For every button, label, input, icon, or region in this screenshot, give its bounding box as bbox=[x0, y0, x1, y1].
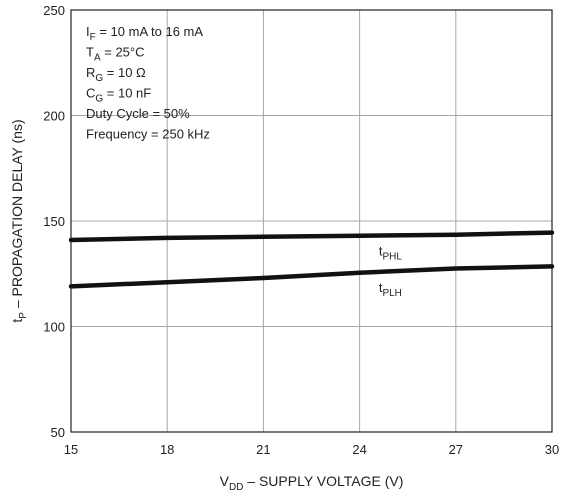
x-tick-label: 15 bbox=[64, 442, 78, 457]
condition-sub: F bbox=[90, 32, 96, 43]
condition-main: I bbox=[86, 24, 90, 39]
condition-sub: G bbox=[95, 94, 103, 105]
y-tick-label: 150 bbox=[43, 214, 65, 229]
condition-line: Duty Cycle = 50% bbox=[86, 106, 190, 121]
y-tick-label: 200 bbox=[43, 109, 65, 124]
x-axis-title-main: V bbox=[220, 473, 230, 489]
condition-main: T bbox=[86, 45, 94, 60]
series-line-tphl bbox=[68, 230, 555, 243]
condition-main: Duty Cycle = 50% bbox=[86, 106, 190, 121]
series-label-tplh: tPLH bbox=[379, 280, 402, 299]
condition-line: IF = 10 mA to 16 mA bbox=[86, 24, 203, 43]
y-tick-label: 50 bbox=[51, 425, 65, 440]
series-label-tphl-sub: PHL bbox=[382, 252, 402, 263]
condition-line: RG = 10 Ω bbox=[86, 65, 146, 84]
y-axis-title: tP – PROPAGATION DELAY (ns) bbox=[9, 119, 29, 322]
x-tick-label: 18 bbox=[160, 442, 174, 457]
y-axis-title-rest: – PROPAGATION DELAY (ns) bbox=[9, 119, 25, 312]
condition-sub: A bbox=[94, 53, 101, 64]
x-tick-label: 27 bbox=[449, 442, 463, 457]
tick-labels: 15 18 21 24 27 30 50 100 150 200 250 bbox=[43, 3, 559, 457]
condition-main: R bbox=[86, 65, 95, 80]
series-line-tplh bbox=[68, 264, 555, 289]
condition-rest: = 25°C bbox=[101, 45, 145, 60]
y-axis-title-sub: P bbox=[18, 312, 29, 319]
data-curves bbox=[68, 230, 555, 289]
condition-line: TA = 25°C bbox=[86, 45, 145, 64]
condition-main: C bbox=[86, 86, 95, 101]
condition-line: Frequency = 250 kHz bbox=[86, 127, 210, 142]
y-tick-label: 100 bbox=[43, 320, 65, 335]
condition-sub: G bbox=[95, 73, 103, 84]
grid-lines bbox=[71, 10, 552, 432]
series-label-tphl: tPHL bbox=[379, 244, 403, 263]
condition-rest: = 10 mA to 16 mA bbox=[96, 24, 204, 39]
series-label-tphl-main: t bbox=[379, 244, 383, 259]
x-axis-title: VDD – SUPPLY VOLTAGE (V) bbox=[220, 473, 404, 493]
x-tick-label: 21 bbox=[256, 442, 270, 457]
x-axis-title-sub: DD bbox=[229, 482, 243, 493]
condition-rest: = 10 nF bbox=[103, 86, 151, 101]
condition-rest: = 10 Ω bbox=[103, 65, 146, 80]
y-axis-title-main: t bbox=[9, 319, 25, 323]
condition-line: CG = 10 nF bbox=[86, 86, 151, 105]
series-label-tplh-sub: PLH bbox=[382, 288, 401, 299]
x-tick-label: 24 bbox=[352, 442, 366, 457]
y-tick-label: 250 bbox=[43, 3, 65, 18]
condition-main: Frequency = 250 kHz bbox=[86, 127, 210, 142]
x-tick-label: 30 bbox=[545, 442, 559, 457]
x-axis-title-rest: – SUPPLY VOLTAGE (V) bbox=[243, 473, 403, 489]
plot-frame bbox=[70, 9, 553, 433]
series-label-tplh-main: t bbox=[379, 280, 383, 295]
